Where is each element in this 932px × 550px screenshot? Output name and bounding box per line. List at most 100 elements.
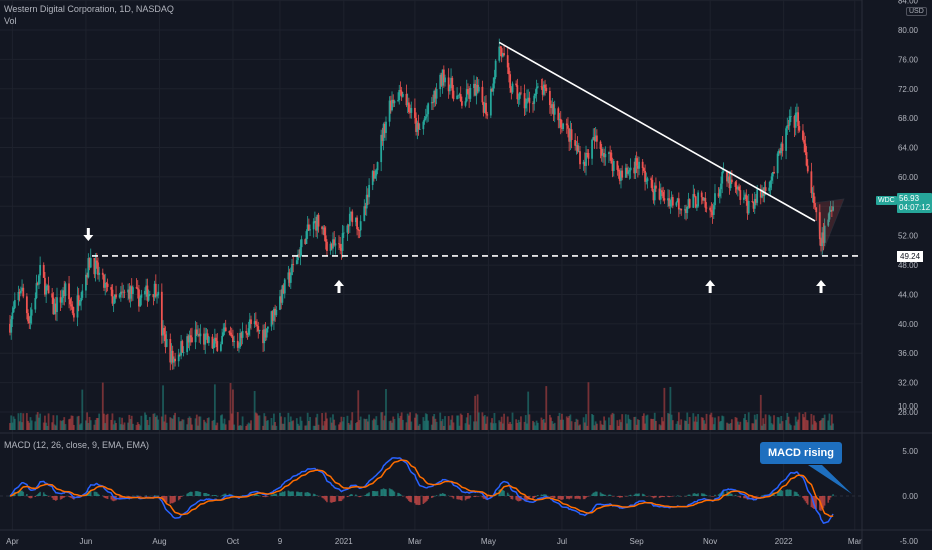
- volume-bar: [62, 420, 64, 430]
- macd-histogram-bar: [499, 489, 502, 496]
- candle-body: [324, 235, 327, 242]
- macd-histogram-bar: [298, 492, 301, 496]
- candle-body: [503, 53, 505, 56]
- candle-body: [248, 319, 251, 329]
- macd-histogram-bar: [829, 496, 832, 498]
- candle-body: [592, 137, 595, 140]
- volume-bar: [827, 420, 830, 430]
- candle-body: [477, 86, 480, 92]
- candle-body: [153, 283, 156, 298]
- volume-bar: [730, 419, 733, 430]
- macd-histogram-bar: [382, 488, 385, 496]
- candle-body: [119, 291, 122, 295]
- volume-bar: [786, 412, 789, 430]
- macd-histogram-bar: [443, 493, 445, 496]
- volume-bar: [812, 415, 815, 430]
- volume-bar: [262, 425, 264, 430]
- volume-bar: [693, 421, 696, 430]
- candle-body: [608, 152, 610, 154]
- candle-body: [288, 272, 291, 283]
- volume-bar: [705, 413, 708, 430]
- candle-body: [492, 83, 495, 92]
- macd-histogram-bar: [633, 494, 636, 496]
- volume-bar: [763, 423, 766, 430]
- macd-histogram-bar: [688, 494, 691, 496]
- candle-body: [524, 103, 527, 109]
- macd-histogram-bar: [346, 496, 349, 498]
- volume-bar: [274, 422, 277, 430]
- macd-histogram-bar: [550, 496, 552, 498]
- volume-bar: [468, 424, 471, 430]
- volume-bar: [89, 420, 92, 430]
- candle-body: [347, 225, 350, 227]
- candle-body: [299, 247, 302, 257]
- macd-histogram-bar: [376, 491, 379, 496]
- candle-body: [112, 302, 115, 304]
- volume-bar: [391, 422, 393, 430]
- macd-histogram-bar: [541, 494, 544, 496]
- candle-body: [174, 358, 176, 362]
- macd-histogram-bar: [422, 496, 425, 505]
- last-price: 56.93: [899, 194, 920, 203]
- volume-bar: [670, 414, 673, 430]
- candle-body: [250, 319, 252, 325]
- candle-body: [510, 87, 513, 93]
- volume-bar: [736, 421, 739, 430]
- volume-bar: [156, 415, 158, 430]
- macd-histogram-bar: [297, 491, 299, 496]
- volume-bar: [599, 420, 602, 430]
- volume-bar: [35, 414, 38, 430]
- candle-body: [802, 130, 804, 140]
- volume-bar: [473, 421, 475, 430]
- candle-body: [383, 123, 386, 133]
- candle-body: [11, 312, 14, 320]
- candle-body: [447, 77, 450, 92]
- macd-histogram-bar: [132, 495, 134, 497]
- macd-histogram-bar: [371, 490, 374, 496]
- macd-histogram-bar: [735, 495, 738, 497]
- candle-body: [636, 165, 639, 169]
- candle-body: [127, 289, 129, 293]
- candle-body: [796, 112, 798, 114]
- candle-body: [13, 300, 16, 308]
- candle-body: [416, 122, 419, 132]
- macd-histogram-bar: [687, 494, 690, 496]
- volume-bar: [524, 415, 527, 430]
- macd-histogram-bar: [587, 496, 590, 497]
- volume-bar: [287, 412, 290, 430]
- macd-histogram-bar: [668, 496, 670, 498]
- macd-histogram-bar: [63, 496, 66, 498]
- macd-histogram-bar: [152, 496, 155, 497]
- volume-bar: [389, 420, 392, 430]
- volume-bar: [77, 415, 80, 430]
- time-tick-label: Jun: [79, 537, 92, 546]
- macd-histogram-bar: [332, 496, 334, 503]
- macd-histogram-bar: [629, 494, 632, 496]
- candle-body: [157, 291, 160, 296]
- candle-body: [668, 198, 671, 207]
- volume-bar: [532, 420, 534, 430]
- macd-histogram-bar: [326, 496, 328, 503]
- candle-body: [585, 152, 587, 166]
- macd-histogram-bar: [145, 495, 147, 496]
- currency-badge: USD: [906, 7, 927, 16]
- volume-bar: [744, 413, 747, 430]
- volume-bar: [544, 422, 546, 430]
- macd-histogram-bar: [375, 491, 378, 496]
- volume-bar: [118, 417, 121, 430]
- volume-bar: [604, 420, 607, 430]
- macd-histogram-bar: [144, 496, 146, 497]
- volume-bar: [165, 422, 168, 430]
- volume-bar: [238, 425, 240, 430]
- macd-histogram-bar: [692, 493, 695, 496]
- candle-body: [21, 287, 23, 291]
- candle-body: [340, 247, 343, 251]
- volume-bar: [510, 424, 513, 430]
- candle-body: [441, 69, 444, 86]
- macd-histogram-bar: [187, 493, 190, 496]
- candle-body: [241, 330, 244, 338]
- candle-body: [140, 294, 143, 298]
- volume-bar: [145, 414, 148, 430]
